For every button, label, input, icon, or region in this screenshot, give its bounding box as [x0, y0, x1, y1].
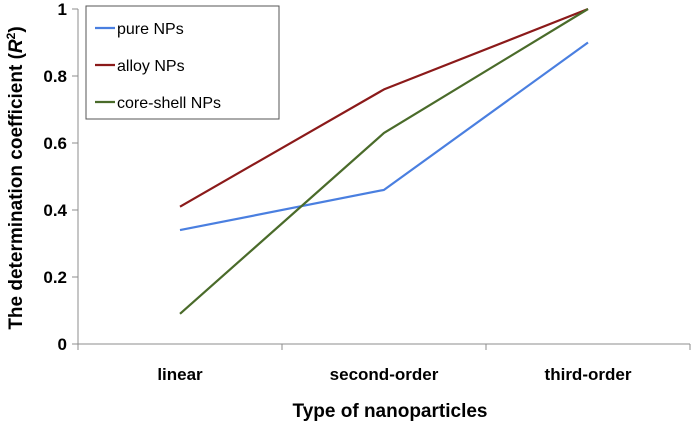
series-line-pure-nps — [179, 41, 589, 232]
y-tick-label: 1 — [58, 0, 67, 19]
series-group — [179, 7, 589, 315]
tick-group: 0 0.2 0.4 0.6 0.8 1 linear second-order third-or… — [43, 0, 691, 384]
x-tick-label: second-order — [330, 365, 439, 384]
y-tick-label: 0.6 — [43, 134, 67, 153]
y-tick-label: 0.4 — [43, 201, 67, 220]
legend-label: pure NPs — [117, 21, 184, 38]
legend-label: alloy NPs — [117, 58, 185, 75]
x-tick-label: linear — [157, 365, 203, 384]
y-axis-title: The determination coefficient (R2) — [4, 26, 27, 329]
axes — [77, 9, 690, 345]
series-line-alloy-nps — [179, 7, 589, 208]
y-tick-label: 0 — [58, 335, 67, 354]
y-tick-label: 0.8 — [43, 67, 67, 86]
y-tick-label: 0.2 — [43, 268, 67, 287]
x-axis-title: Type of nanoparticles — [293, 401, 488, 422]
legend: pure NPs alloy NPs core-shell NPs — [85, 5, 280, 120]
legend-label: core-shell NPs — [117, 95, 221, 112]
legend-box — [85, 5, 280, 120]
series-line-core-shell-nps — [179, 8, 589, 315]
x-tick-label: third-order — [545, 365, 632, 384]
